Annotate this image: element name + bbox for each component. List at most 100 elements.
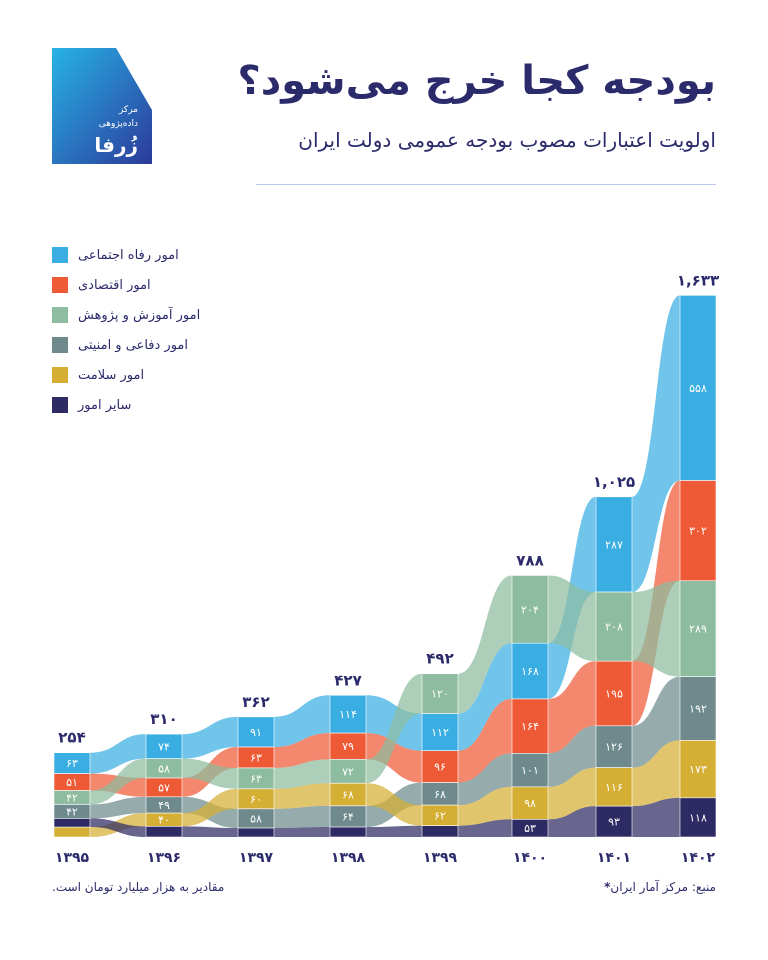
data-label: ۴۲ xyxy=(66,792,78,805)
legend-swatch-defense xyxy=(52,337,68,353)
logo-text-top: مرکز xyxy=(118,105,138,115)
bar-segment xyxy=(511,698,549,754)
legend-label-other: سایر امور xyxy=(78,397,132,413)
flow-defense xyxy=(548,725,596,787)
total-label: ۷۸۸ xyxy=(516,551,543,569)
legend-label-economic: امور اقتصادی xyxy=(78,277,151,293)
x-tick-label: ۱۳۹۹ xyxy=(423,850,458,866)
data-label: ۹۶ xyxy=(434,761,446,774)
data-label: ۲۸۷ xyxy=(605,538,623,551)
legend-swatch-education xyxy=(52,307,68,323)
data-label: ۵۸ xyxy=(158,762,170,775)
flow-education xyxy=(548,575,596,662)
total-label: ۱,۶۳۳ xyxy=(677,271,719,289)
chart-legend: امور رفاه اجتماعی امور اقتصادی امور آموز… xyxy=(52,240,252,420)
bar-segment xyxy=(421,825,459,838)
header-divider xyxy=(256,184,716,185)
legend-item-other: سایر امور xyxy=(52,390,252,420)
total-label: ۲۵۴ xyxy=(58,729,85,747)
data-label: ۶۴ xyxy=(342,810,354,823)
bar-segment xyxy=(329,732,367,760)
bar-segment xyxy=(421,750,459,783)
flow-education xyxy=(90,758,146,805)
data-label: ۹۳ xyxy=(608,816,620,829)
legend-item-welfare: امور رفاه اجتماعی xyxy=(52,240,252,270)
flow-economic xyxy=(548,661,596,754)
source-note: منبع: مرکز آمار ایران* xyxy=(604,880,716,894)
bar-segment xyxy=(679,580,717,677)
data-label: ۱۶۸ xyxy=(521,665,539,678)
bar-segment xyxy=(511,642,549,700)
bar-segment xyxy=(145,758,183,779)
source-star: * xyxy=(604,880,611,894)
x-tick-label: ۱۴۰۲ xyxy=(681,850,716,866)
data-label: ۶۰ xyxy=(250,793,262,806)
data-label: ۴۲ xyxy=(66,805,78,818)
data-label: ۱۲۶ xyxy=(605,741,623,754)
bar-segment xyxy=(237,827,275,838)
bar-segment xyxy=(595,591,633,662)
legend-label-welfare: امور رفاه اجتماعی xyxy=(78,247,179,263)
x-tick-label: ۱۳۹۵ xyxy=(55,850,90,866)
legend-label-defense: امور دفاعی و امنیتی xyxy=(78,337,188,353)
flow-welfare xyxy=(632,295,680,593)
flow-defense xyxy=(274,805,330,829)
bar-segment xyxy=(679,740,717,799)
data-label: ۶۳ xyxy=(250,752,262,765)
data-label: ۱۲۰ xyxy=(431,688,449,701)
data-label: ۱۱۶ xyxy=(605,781,623,794)
total-label: ۳۶۲ xyxy=(242,693,269,711)
source-text: منبع: مرکز آمار ایران xyxy=(610,880,716,894)
data-label: ۵۸ xyxy=(250,812,262,825)
data-label: ۶۲ xyxy=(434,809,446,822)
flow-health xyxy=(366,783,422,826)
units-note: مقادیر به هزار میلیارد تومان است. xyxy=(52,880,225,894)
bar-segment xyxy=(595,660,633,727)
zurfa-logo: مرکز داده‌پژوهی زُرفا xyxy=(52,48,152,164)
bar-segment xyxy=(679,797,717,838)
flow-education xyxy=(632,580,680,677)
flow-welfare xyxy=(274,695,330,748)
flow-defense xyxy=(632,676,680,768)
data-label: ۶۳ xyxy=(250,772,262,785)
total-label: ۴۹۲ xyxy=(426,650,453,668)
x-tick-label: ۱۴۰۱ xyxy=(597,850,631,866)
flow-education xyxy=(274,759,330,789)
data-label: ۱۱۴ xyxy=(339,708,357,721)
data-label: ۷۹ xyxy=(342,740,354,753)
legend-swatch-health xyxy=(52,367,68,383)
data-label: ۲۸۹ xyxy=(689,623,707,636)
flow-other xyxy=(632,797,680,837)
flow-welfare xyxy=(458,643,512,751)
total-label: ۱,۰۲۵ xyxy=(593,473,635,491)
flow-education xyxy=(458,575,512,714)
flow-health xyxy=(458,786,512,826)
total-label: ۴۲۷ xyxy=(334,671,361,689)
flow-economic xyxy=(458,698,512,783)
bar-segment xyxy=(329,826,367,838)
bar-segment xyxy=(595,496,633,593)
flow-welfare xyxy=(90,734,146,774)
x-tick-label: ۱۳۹۷ xyxy=(239,850,274,866)
x-tick-label: ۱۳۹۸ xyxy=(331,850,366,866)
flow-economic xyxy=(366,733,422,783)
data-label: ۲۰۴ xyxy=(521,603,539,616)
flow-health xyxy=(182,788,238,827)
data-label: ۳۰۲ xyxy=(689,525,707,538)
bar-segment xyxy=(511,819,549,838)
data-label: ۱۶۴ xyxy=(521,720,539,733)
bar-segment xyxy=(53,818,91,828)
x-tick-label: ۱۴۰۰ xyxy=(513,850,547,866)
legend-item-health: امور سلامت xyxy=(52,360,252,390)
bar-segment xyxy=(511,575,549,644)
bar-segment xyxy=(145,733,183,759)
legend-item-education: امور آموزش و پژوهش xyxy=(52,300,252,330)
data-label: ۵۷ xyxy=(158,781,170,794)
bar-layer xyxy=(53,295,717,838)
legend-swatch-welfare xyxy=(52,247,68,263)
flow-other xyxy=(182,826,238,837)
data-label: ۱۱۸ xyxy=(689,811,707,824)
data-label: ۴۰ xyxy=(158,814,170,827)
